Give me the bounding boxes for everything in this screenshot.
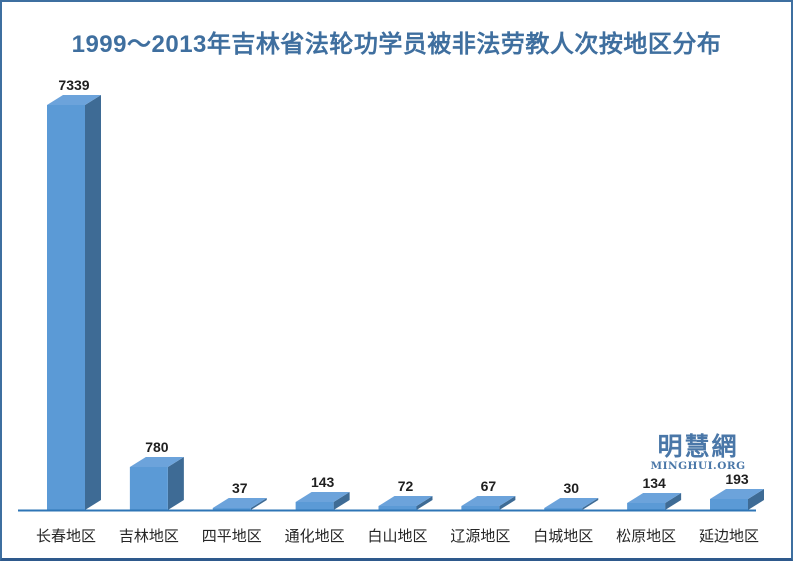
bar-top-face (544, 498, 599, 508)
bar-front-face (129, 467, 168, 510)
bar-side-face (85, 95, 101, 510)
category-label: 长春地区 (36, 528, 96, 545)
value-label: 37 (232, 480, 248, 496)
value-label: 72 (398, 478, 414, 494)
bar-group: 7339 长春地区 (36, 77, 101, 545)
category-label: 松原地区 (616, 528, 676, 545)
category-label: 四平地区 (202, 528, 262, 545)
bar-group: 72 白山地区 (367, 478, 433, 545)
value-label: 7339 (58, 77, 89, 93)
bar-side-face (665, 493, 682, 510)
bar-side-face (748, 489, 764, 510)
bar-side-face (499, 496, 516, 510)
bar-front-face (212, 508, 251, 510)
bar-top-face (378, 496, 433, 506)
value-label: 30 (563, 480, 579, 496)
bar-group: 30 白城地区 (533, 480, 599, 545)
value-label: 193 (725, 471, 749, 487)
value-label: 67 (481, 478, 497, 494)
category-label: 通化地区 (285, 528, 345, 545)
bar-front-face (461, 506, 500, 510)
bar-side-face (416, 496, 433, 510)
category-label: 辽源地区 (450, 528, 510, 545)
bar-group: 780 吉林地区 (119, 439, 184, 545)
category-label: 延边地区 (699, 528, 759, 545)
bar-top-face (129, 457, 184, 467)
category-label: 白城地区 (533, 528, 593, 545)
bar-front-face (378, 506, 417, 510)
bar-group: 193 延边地区 (699, 471, 764, 545)
bar-top-face (295, 492, 350, 502)
bar-front-face (544, 508, 583, 510)
bar-group: 37 四平地区 (202, 480, 267, 545)
bar-side-face (582, 498, 599, 510)
bar-top-face (47, 95, 101, 105)
bar-group: 134 松原地区 (616, 475, 682, 545)
value-label: 143 (311, 474, 335, 490)
bar-top-face (212, 498, 267, 508)
bar-side-face (333, 492, 350, 510)
bar-front-face (47, 105, 85, 510)
bar-front-face (295, 502, 334, 510)
chart-title: 1999～2013年吉林省法轮功学员被非法劳教人次按地区分布 (71, 31, 722, 58)
bar-top-face (461, 496, 516, 506)
bar-top-face (627, 493, 682, 503)
category-label: 白山地区 (367, 528, 427, 545)
category-label: 吉林地区 (119, 528, 179, 545)
bar-group: 143 通化地区 (285, 474, 350, 545)
bar-top-face (710, 489, 764, 499)
bar-front-face (627, 503, 666, 510)
value-label: 780 (145, 439, 169, 455)
bar-group: 67 辽源地区 (450, 478, 516, 545)
bar-side-face (250, 498, 267, 510)
value-label: 134 (642, 475, 666, 491)
bar-front-face (710, 499, 748, 510)
bar-side-face (167, 457, 184, 510)
